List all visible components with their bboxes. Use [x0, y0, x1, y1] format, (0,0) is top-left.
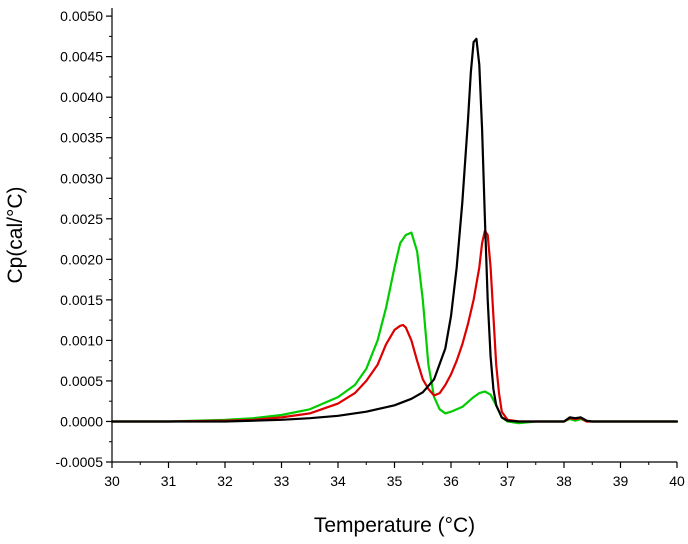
y-tick-label: 0.0035 [60, 130, 103, 146]
x-tick-label: 32 [217, 473, 233, 489]
x-tick-label: 30 [104, 473, 120, 489]
y-tick-label: 0.0005 [60, 373, 103, 389]
series-line-2 [110, 229, 679, 423]
y-axis-ticks: -0.0005 0.0000 0.0005 0.0010 0.0015 0.0020 0.0… [56, 8, 112, 470]
x-tick-label: 31 [161, 473, 177, 489]
x-tick-label: 40 [669, 473, 685, 489]
y-tick-label: 0.0020 [60, 251, 103, 267]
x-tick-label: 34 [330, 473, 346, 489]
series-line-3 [110, 37, 679, 423]
x-tick-label: 38 [556, 473, 572, 489]
y-tick-label: 0.0000 [60, 413, 103, 429]
y-tick-label: 0.0040 [60, 89, 103, 105]
y-tick-label: 0.0050 [60, 8, 103, 24]
y-tick-label: 0.0010 [60, 332, 103, 348]
y-tick-label: 0.0030 [60, 170, 103, 186]
x-tick-label: 36 [443, 473, 459, 489]
x-tick-label: 35 [387, 473, 403, 489]
y-axis-label: Cp(cal/°C) [4, 186, 27, 283]
x-tick-label: 39 [613, 473, 629, 489]
x-axis-label: Temperature (°C) [314, 514, 475, 537]
y-tick-label: 0.0015 [60, 292, 103, 308]
y-tick-label: 0.0025 [60, 211, 103, 227]
x-tick-label: 37 [500, 473, 516, 489]
x-tick-label: 33 [274, 473, 290, 489]
x-axis-ticks: 30 31 32 33 34 35 36 37 38 39 40 [104, 462, 685, 489]
y-tick-label: -0.0005 [56, 454, 104, 470]
series-layer [110, 37, 679, 425]
y-tick-label: 0.0045 [60, 49, 103, 65]
series-line-1 [110, 231, 679, 425]
